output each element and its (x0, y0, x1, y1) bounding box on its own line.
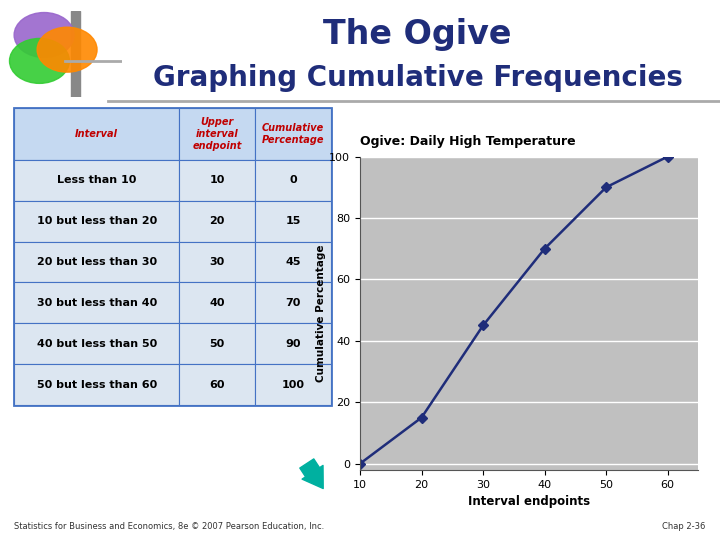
Text: 0: 0 (289, 176, 297, 185)
Bar (71, 11, 80, 97)
Text: 15: 15 (286, 216, 301, 226)
Bar (255, 364, 331, 405)
Bar (179, 323, 255, 364)
Bar (179, 108, 255, 160)
Text: 10 but less than 20: 10 but less than 20 (37, 216, 157, 226)
Circle shape (14, 12, 74, 57)
Text: 50 but less than 60: 50 but less than 60 (37, 380, 157, 389)
Text: 40: 40 (210, 298, 225, 308)
Bar (255, 160, 331, 201)
Text: 30 but less than 40: 30 but less than 40 (37, 298, 157, 308)
Bar (179, 160, 255, 201)
X-axis label: Interval endpoints: Interval endpoints (468, 495, 590, 508)
Bar (255, 108, 331, 160)
Text: 90: 90 (285, 339, 301, 349)
Text: 100: 100 (282, 380, 305, 389)
Y-axis label: Cumulative Percentage: Cumulative Percentage (317, 245, 326, 382)
Text: Upper
interval
endpoint: Upper interval endpoint (192, 117, 242, 151)
Bar (255, 201, 331, 241)
Text: 70: 70 (286, 298, 301, 308)
Bar (179, 282, 255, 323)
Bar (14, 364, 179, 405)
Text: 60: 60 (210, 380, 225, 389)
Text: Less than 10: Less than 10 (57, 176, 137, 185)
Bar (14, 108, 179, 160)
Text: Chap 2-36: Chap 2-36 (662, 522, 706, 531)
Bar (255, 241, 331, 282)
Text: 40 but less than 50: 40 but less than 50 (37, 339, 157, 349)
Bar (14, 201, 179, 241)
Text: Graphing Cumulative Frequencies: Graphing Cumulative Frequencies (153, 64, 683, 92)
Text: Cumulative
Percentage: Cumulative Percentage (262, 123, 325, 145)
Bar (179, 364, 255, 405)
Circle shape (37, 27, 97, 72)
Bar (14, 323, 179, 364)
Text: 10: 10 (210, 176, 225, 185)
Bar (14, 160, 179, 201)
Bar (255, 282, 331, 323)
Bar (14, 282, 179, 323)
FancyArrowPatch shape (300, 459, 323, 489)
Text: The Ogive: The Ogive (323, 18, 512, 51)
Text: 30: 30 (210, 257, 225, 267)
Text: 20: 20 (210, 216, 225, 226)
Bar (179, 241, 255, 282)
Text: Statistics for Business and Economics, 8e © 2007 Pearson Education, Inc.: Statistics for Business and Economics, 8… (14, 522, 325, 531)
Text: 20 but less than 30: 20 but less than 30 (37, 257, 157, 267)
Bar (179, 201, 255, 241)
Text: Ogive: Daily High Temperature: Ogive: Daily High Temperature (360, 136, 575, 148)
Text: 45: 45 (285, 257, 301, 267)
Bar (14, 241, 179, 282)
Circle shape (9, 38, 69, 83)
Text: 50: 50 (210, 339, 225, 349)
Bar (255, 323, 331, 364)
Text: Interval: Interval (76, 129, 118, 139)
